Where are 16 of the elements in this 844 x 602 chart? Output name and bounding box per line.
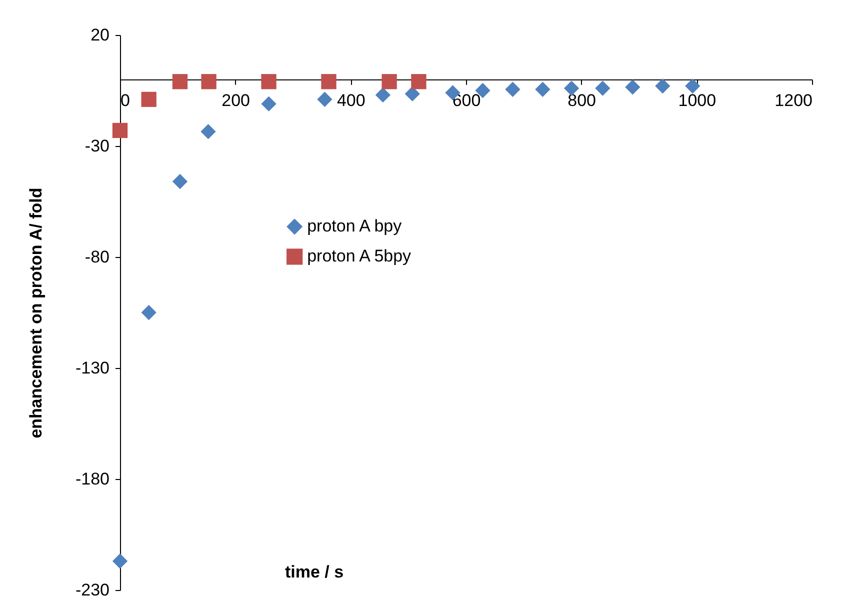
legend-label: proton A 5bpy [307, 246, 412, 266]
x-tick-label: 400 [336, 90, 366, 110]
x-tick-label: 800 [568, 90, 596, 110]
y-axis-title: enhancement on proton A/ fold [26, 188, 46, 438]
x-tick-label: 1000 [678, 90, 716, 110]
y-tick-label: 20 [90, 26, 110, 44]
x-tick-label: 200 [222, 90, 250, 110]
y-tick-label: -30 [84, 136, 110, 156]
y-tick-label: -230 [75, 580, 110, 600]
y-tick-label: -80 [84, 248, 110, 266]
x-axis-title: time / s [284, 562, 344, 582]
x-tick-label: 1200 [774, 90, 812, 110]
y-tick-label: -180 [75, 470, 110, 488]
y-tick-label: -130 [75, 358, 110, 378]
x-tick-label: 0 [120, 90, 130, 110]
legend-label: proton A bpy [307, 216, 402, 236]
